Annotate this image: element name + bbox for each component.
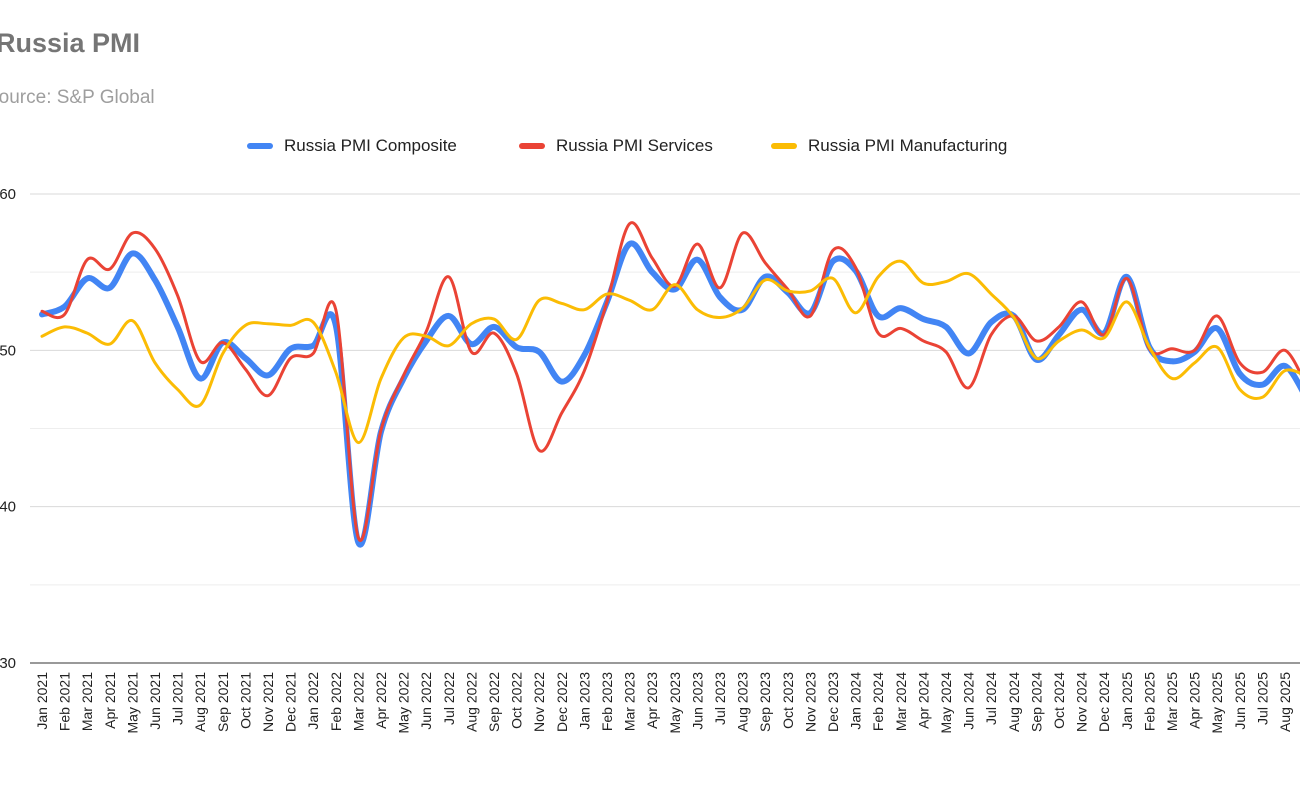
x-tick-label: Aug 2022 (463, 672, 479, 732)
x-tick-label: May 2022 (396, 672, 412, 734)
x-tick-label: Jul 2024 (983, 672, 999, 725)
x-tick-label: Aug 2023 (735, 672, 751, 732)
x-tick-label: Feb 2023 (599, 672, 615, 731)
x-tick-label: Aug 2025 (1277, 672, 1293, 732)
x-tick-label: Sep 2021 (215, 672, 231, 732)
x-tick-label: Oct 2022 (509, 672, 525, 729)
x-tick-label: Oct 2021 (237, 672, 253, 729)
x-tick-label: Aug 2021 (192, 672, 208, 732)
x-tick-label: Jul 2025 (1254, 672, 1270, 725)
y-tick-label: 60 (0, 186, 16, 203)
x-tick-label: Nov 2023 (802, 672, 818, 732)
x-tick-label: Jun 2025 (1232, 672, 1248, 730)
y-tick-label: 50 (0, 342, 16, 359)
x-tick-label: Dec 2024 (1096, 672, 1112, 732)
x-tick-label: Feb 2024 (870, 672, 886, 731)
x-tick-label: Dec 2021 (283, 672, 299, 732)
x-tick-label: May 2023 (667, 672, 683, 734)
x-tick-label: Jun 2024 (961, 672, 977, 730)
x-tick-label: Jun 2021 (147, 672, 163, 730)
chart-subtitle: Source: S&P Global (0, 87, 155, 108)
x-tick-label: Sep 2024 (1028, 672, 1044, 732)
x-tick-label: Sep 2023 (757, 672, 773, 732)
x-tick-label: Apr 2021 (102, 672, 118, 729)
x-tick-label: Mar 2025 (1164, 672, 1180, 731)
x-tick-label: May 2025 (1209, 672, 1225, 734)
x-tick-label: Aug 2024 (1006, 672, 1022, 732)
legend-label: Russia PMI Composite (284, 136, 457, 155)
x-tick-label: Dec 2023 (825, 672, 841, 732)
x-tick-label: Oct 2023 (780, 672, 796, 729)
x-tick-label: Apr 2023 (644, 672, 660, 729)
x-tick-label: Feb 2021 (57, 672, 73, 731)
legend-label: Russia PMI Manufacturing (808, 136, 1007, 155)
x-tick-label: Mar 2023 (622, 672, 638, 731)
x-tick-label: Jul 2022 (441, 672, 457, 725)
x-tick-label: Mar 2024 (893, 672, 909, 731)
x-tick-label: Jun 2022 (418, 672, 434, 730)
x-tick-label: Jan 2025 (1119, 672, 1135, 730)
legend: Russia PMI Composite Russia PMI Services R… (247, 136, 1007, 155)
x-tick-label: Jan 2023 (576, 672, 592, 730)
x-tick-label: Nov 2021 (260, 672, 276, 732)
x-tick-label: Dec 2022 (554, 672, 570, 732)
x-tick-label: Jan 2024 (848, 672, 864, 730)
x-tick-label: Jul 2023 (712, 672, 728, 725)
x-tick-label: Jan 2022 (305, 672, 321, 730)
x-tick-label: May 2021 (124, 672, 140, 734)
x-tick-label: Jun 2023 (689, 672, 705, 730)
x-tick-label: Jan 2021 (34, 672, 50, 730)
series-line (40, 221, 1300, 543)
x-tick-label: Nov 2024 (1074, 672, 1090, 732)
x-tick-label: Sep 2022 (486, 672, 502, 732)
x-tick-label: Feb 2025 (1141, 672, 1157, 731)
x-tick-label: Feb 2022 (328, 672, 344, 731)
x-tick-label: Jul 2021 (170, 672, 186, 725)
y-tick-label: 40 (0, 499, 16, 516)
x-tick-label: Mar 2022 (350, 672, 366, 731)
x-tick-label: Apr 2024 (915, 672, 931, 729)
x-tick-label: Apr 2025 (1187, 672, 1203, 729)
chart-title: Russia PMI (0, 28, 140, 58)
series-line (40, 259, 1300, 445)
x-tick-label: Oct 2024 (1051, 672, 1067, 729)
legend-label: Russia PMI Services (556, 136, 713, 155)
x-tick-label: Nov 2022 (531, 672, 547, 732)
x-tick-label: Mar 2021 (79, 672, 95, 731)
y-tick-label: 30 (0, 655, 16, 672)
x-tick-label: Apr 2022 (373, 672, 389, 729)
x-tick-label: May 2024 (938, 672, 954, 734)
